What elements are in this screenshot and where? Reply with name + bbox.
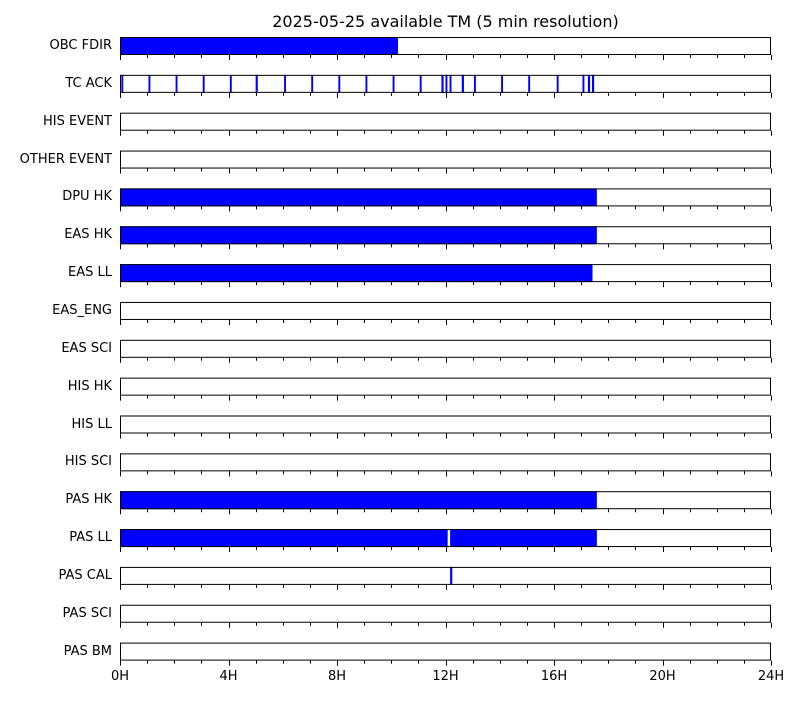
row-frame <box>120 491 771 510</box>
data-bar <box>528 74 531 93</box>
row-label: DPU HK <box>62 189 112 205</box>
row-frame <box>120 150 771 169</box>
data-bar <box>148 74 151 93</box>
x-tick-label: 4H <box>219 668 238 684</box>
row-label: PAS SCI <box>62 605 112 621</box>
data-bar <box>120 226 597 245</box>
row-label: PAS BM <box>63 643 112 659</box>
row-frame <box>120 301 771 320</box>
data-bar <box>202 74 205 93</box>
data-bar <box>311 74 314 93</box>
x-tick-label: 12H <box>432 668 459 684</box>
row-label: PAS HK <box>65 492 112 508</box>
row-label: HIS SCI <box>64 454 112 470</box>
data-bar <box>582 74 585 93</box>
row-label: EAS SCI <box>61 340 112 356</box>
row-label: HIS EVENT <box>43 113 112 129</box>
data-bar <box>120 37 399 55</box>
row-frame <box>120 415 771 434</box>
data-bar <box>392 74 395 93</box>
row-frame <box>120 529 771 548</box>
data-bar <box>556 74 559 93</box>
data-bar <box>449 74 452 93</box>
data-bar <box>587 74 591 93</box>
row-frame <box>120 112 771 131</box>
row-frame <box>120 377 771 396</box>
data-bar <box>175 74 178 93</box>
data-bar <box>501 74 504 93</box>
x-tick-label: 20H <box>649 668 676 684</box>
data-bar <box>120 264 593 283</box>
data-bar <box>120 491 597 510</box>
row-frame <box>120 642 771 661</box>
row-frame <box>120 37 771 55</box>
x-tick-label: 0H <box>110 668 130 684</box>
data-bar <box>591 74 595 93</box>
row-frame <box>120 74 771 93</box>
row-label: HIS HK <box>67 378 112 394</box>
data-bar <box>445 74 448 93</box>
data-bar <box>338 74 341 93</box>
row-frame <box>120 339 771 358</box>
row-frame <box>120 226 771 245</box>
row-label: OTHER EVENT <box>19 151 112 167</box>
data-bar <box>120 529 448 548</box>
row-label: OBC FDIR <box>49 38 113 53</box>
data-bar <box>365 74 368 93</box>
x-tick-label: 8H <box>327 668 347 684</box>
data-bar <box>120 188 597 207</box>
x-tick-label: 24H <box>757 668 785 684</box>
row-frame <box>120 453 771 472</box>
row-frame <box>120 264 771 283</box>
data-bar <box>419 74 422 93</box>
data-bar <box>441 74 444 93</box>
row-frame <box>120 566 771 585</box>
row-label: EAS LL <box>68 265 112 281</box>
data-bar <box>450 529 597 548</box>
row-label: PAS CAL <box>58 567 113 583</box>
row-label: TC ACK <box>65 75 112 91</box>
row-label: EAS HK <box>64 227 112 243</box>
data-bar <box>461 74 464 93</box>
x-tick-label: 16H <box>540 668 568 684</box>
data-bar <box>450 566 453 585</box>
row-label: PAS LL <box>69 530 112 546</box>
row-label: EAS_ENG <box>52 302 112 318</box>
data-bar <box>121 74 124 93</box>
data-bar <box>473 74 476 93</box>
data-bar <box>255 74 258 93</box>
row-frame <box>120 604 771 623</box>
row-label: HIS LL <box>71 416 112 432</box>
data-bar <box>229 74 232 93</box>
chart-title: 2025-05-25 available TM (5 min resolutio… <box>272 12 619 31</box>
row-frame <box>120 188 771 207</box>
data-bar <box>284 74 287 93</box>
